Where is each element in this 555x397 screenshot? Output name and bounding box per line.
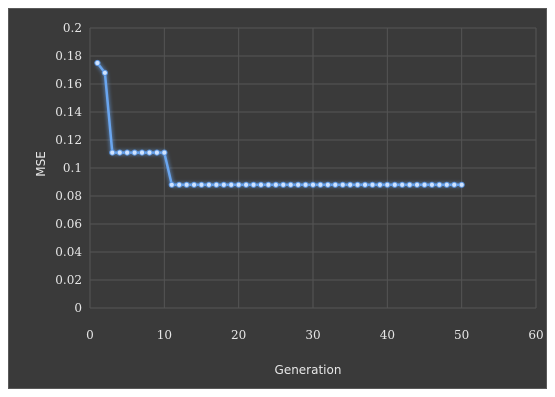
- data-point: [138, 149, 146, 156]
- data-point: [317, 181, 324, 188]
- data-point: [257, 181, 265, 188]
- data-point: [309, 181, 317, 188]
- data-point: [116, 149, 123, 156]
- data-point: [361, 181, 369, 188]
- data-point: [131, 149, 138, 156]
- data-point: [443, 181, 450, 188]
- data-point: [250, 181, 257, 188]
- x-tick-label: 60: [528, 328, 543, 342]
- data-point: [168, 181, 175, 188]
- data-point: [391, 181, 398, 188]
- series-line: [96, 62, 462, 187]
- chart-frame: [8, 8, 547, 389]
- x-tick-label: 20: [231, 328, 246, 342]
- data-point: [272, 181, 279, 188]
- x-tick-label: 50: [454, 328, 469, 342]
- data-point: [176, 181, 183, 188]
- data-point: [124, 149, 131, 156]
- data-point: [94, 59, 101, 67]
- data-point: [287, 181, 294, 188]
- x-tick-label: 30: [305, 328, 320, 342]
- data-point: [384, 181, 391, 188]
- data-point: [302, 181, 309, 188]
- y-axis-title: MSE: [34, 151, 48, 177]
- x-axis-title: Generation: [275, 363, 342, 377]
- x-tick-label: 40: [380, 328, 395, 342]
- data-point: [428, 181, 436, 188]
- y-tick-label: 0.06: [55, 217, 82, 231]
- data-point: [220, 181, 227, 188]
- x-tick-label: 0: [86, 328, 94, 342]
- y-tick-label: 0.12: [55, 133, 82, 147]
- data-point: [101, 69, 108, 76]
- data-point: [451, 181, 458, 188]
- data-point: [369, 181, 376, 188]
- data-point: [458, 181, 465, 188]
- data-point: [153, 149, 160, 156]
- data-point: [347, 181, 354, 188]
- y-tick-label: 0.04: [55, 245, 82, 259]
- data-point: [205, 181, 213, 188]
- data-point: [190, 181, 198, 188]
- data-point: [235, 181, 242, 188]
- data-point: [324, 181, 331, 188]
- y-tick-label: 0: [74, 301, 82, 315]
- data-point: [265, 181, 272, 188]
- data-point: [332, 181, 339, 188]
- data-point: [339, 181, 346, 188]
- data-point: [146, 149, 153, 156]
- y-tick-label: 0.14: [55, 105, 82, 119]
- data-point: [228, 181, 235, 188]
- y-tick-label: 0.16: [55, 77, 82, 91]
- data-point: [436, 181, 443, 188]
- data-point: [376, 181, 383, 188]
- y-tick-label: 0.08: [55, 189, 82, 203]
- data-point: [280, 181, 287, 188]
- y-tick-label: 0.1: [63, 161, 82, 175]
- data-point: [213, 181, 220, 188]
- data-point: [183, 181, 190, 188]
- data-point: [295, 181, 302, 188]
- data-point: [354, 181, 361, 188]
- data-point: [198, 181, 205, 188]
- data-point: [399, 181, 406, 188]
- y-tick-label: 0.2: [63, 21, 82, 35]
- data-point: [243, 181, 250, 188]
- data-point: [161, 149, 168, 156]
- data-point: [413, 181, 421, 188]
- data-point: [406, 181, 413, 188]
- data-point: [109, 149, 116, 156]
- y-tick-label: 0.02: [55, 273, 82, 287]
- x-tick-label: 10: [157, 328, 172, 342]
- y-tick-label: 0.18: [55, 49, 82, 63]
- data-point: [421, 181, 428, 188]
